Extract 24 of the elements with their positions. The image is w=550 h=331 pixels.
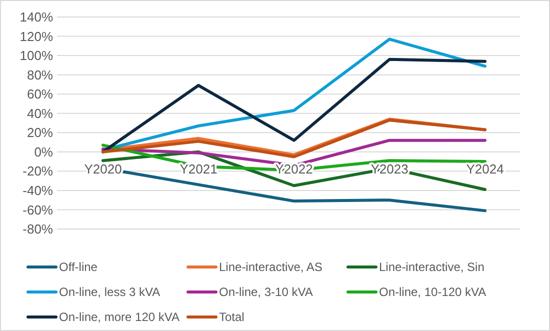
- x-tick-label: Y2022: [275, 161, 313, 176]
- line-series: [102, 58, 486, 154]
- y-tick-label: -40%: [22, 183, 54, 198]
- y-tick-label: -20%: [22, 164, 54, 179]
- y-tick-label: 20%: [26, 125, 54, 140]
- legend-label: On-line, more 120 kVA: [59, 310, 180, 324]
- legend-label: On-line, 3-10 kVA: [219, 285, 313, 300]
- legend-label: Total: [219, 310, 244, 324]
- line-series: [102, 38, 486, 152]
- y-tick-label: -60%: [22, 202, 54, 218]
- y-tick-label: 100%: [20, 48, 54, 64]
- y-tick-label: 140%: [20, 10, 54, 25]
- y-tick-label: 0%: [34, 144, 54, 160]
- y-tick-label: 60%: [26, 86, 54, 102]
- y-tick-label: -80%: [22, 222, 54, 237]
- legend-label: On-line, less 3 kVA: [59, 285, 160, 300]
- y-tick-label: 80%: [26, 67, 54, 82]
- x-tick-label: Y2024: [466, 161, 504, 176]
- legend-label: On-line, 10-120 kVA: [379, 285, 486, 300]
- legend-label: Line-interactive, AS: [219, 260, 322, 274]
- y-tick-label: 120%: [20, 28, 54, 44]
- legend-label: Line-interactive, Sin: [379, 260, 484, 274]
- legend-label: Off-line: [59, 260, 98, 274]
- y-tick-label: 40%: [26, 106, 54, 121]
